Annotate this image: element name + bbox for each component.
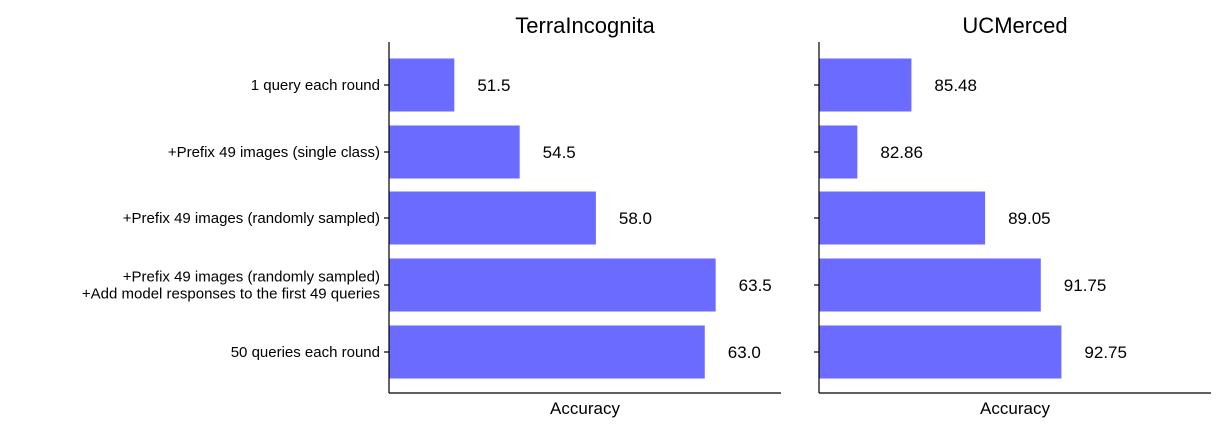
- bar: [819, 125, 858, 179]
- bar: [389, 58, 455, 112]
- data-label: 92.75: [1084, 343, 1127, 362]
- category-tick-label: +Prefix 49 images (randomly sampled): [123, 210, 380, 227]
- bar: [819, 325, 1062, 379]
- data-label: 63.5: [739, 276, 772, 295]
- category-tick-label: 1 query each round: [251, 77, 380, 94]
- chart-title: TerraIncognita: [515, 13, 655, 38]
- category-tick-label: +Prefix 49 images (single class): [168, 144, 380, 161]
- data-label: 82.86: [880, 143, 923, 162]
- data-label: 51.5: [477, 76, 510, 95]
- bar: [819, 191, 986, 245]
- bar: [819, 258, 1041, 312]
- category-tick-label: +Prefix 49 images (randomly sampled): [123, 269, 380, 286]
- data-label: 58.0: [619, 209, 652, 228]
- chart-title: UCMerced: [962, 13, 1067, 38]
- bar: [389, 258, 716, 312]
- bar: [389, 191, 596, 245]
- x-axis-label: Accuracy: [980, 399, 1050, 418]
- x-axis-label: Accuracy: [550, 399, 620, 418]
- bar: [389, 325, 705, 379]
- data-label: 91.75: [1064, 276, 1107, 295]
- category-tick-label: 50 queries each round: [231, 344, 380, 361]
- data-label: 54.5: [543, 143, 576, 162]
- bar: [389, 125, 520, 179]
- data-label: 85.48: [934, 76, 977, 95]
- data-label: 63.0: [728, 343, 761, 362]
- bar: [819, 58, 912, 112]
- data-label: 89.05: [1008, 209, 1051, 228]
- category-tick-label: +Add model responses to the first 49 que…: [82, 286, 380, 303]
